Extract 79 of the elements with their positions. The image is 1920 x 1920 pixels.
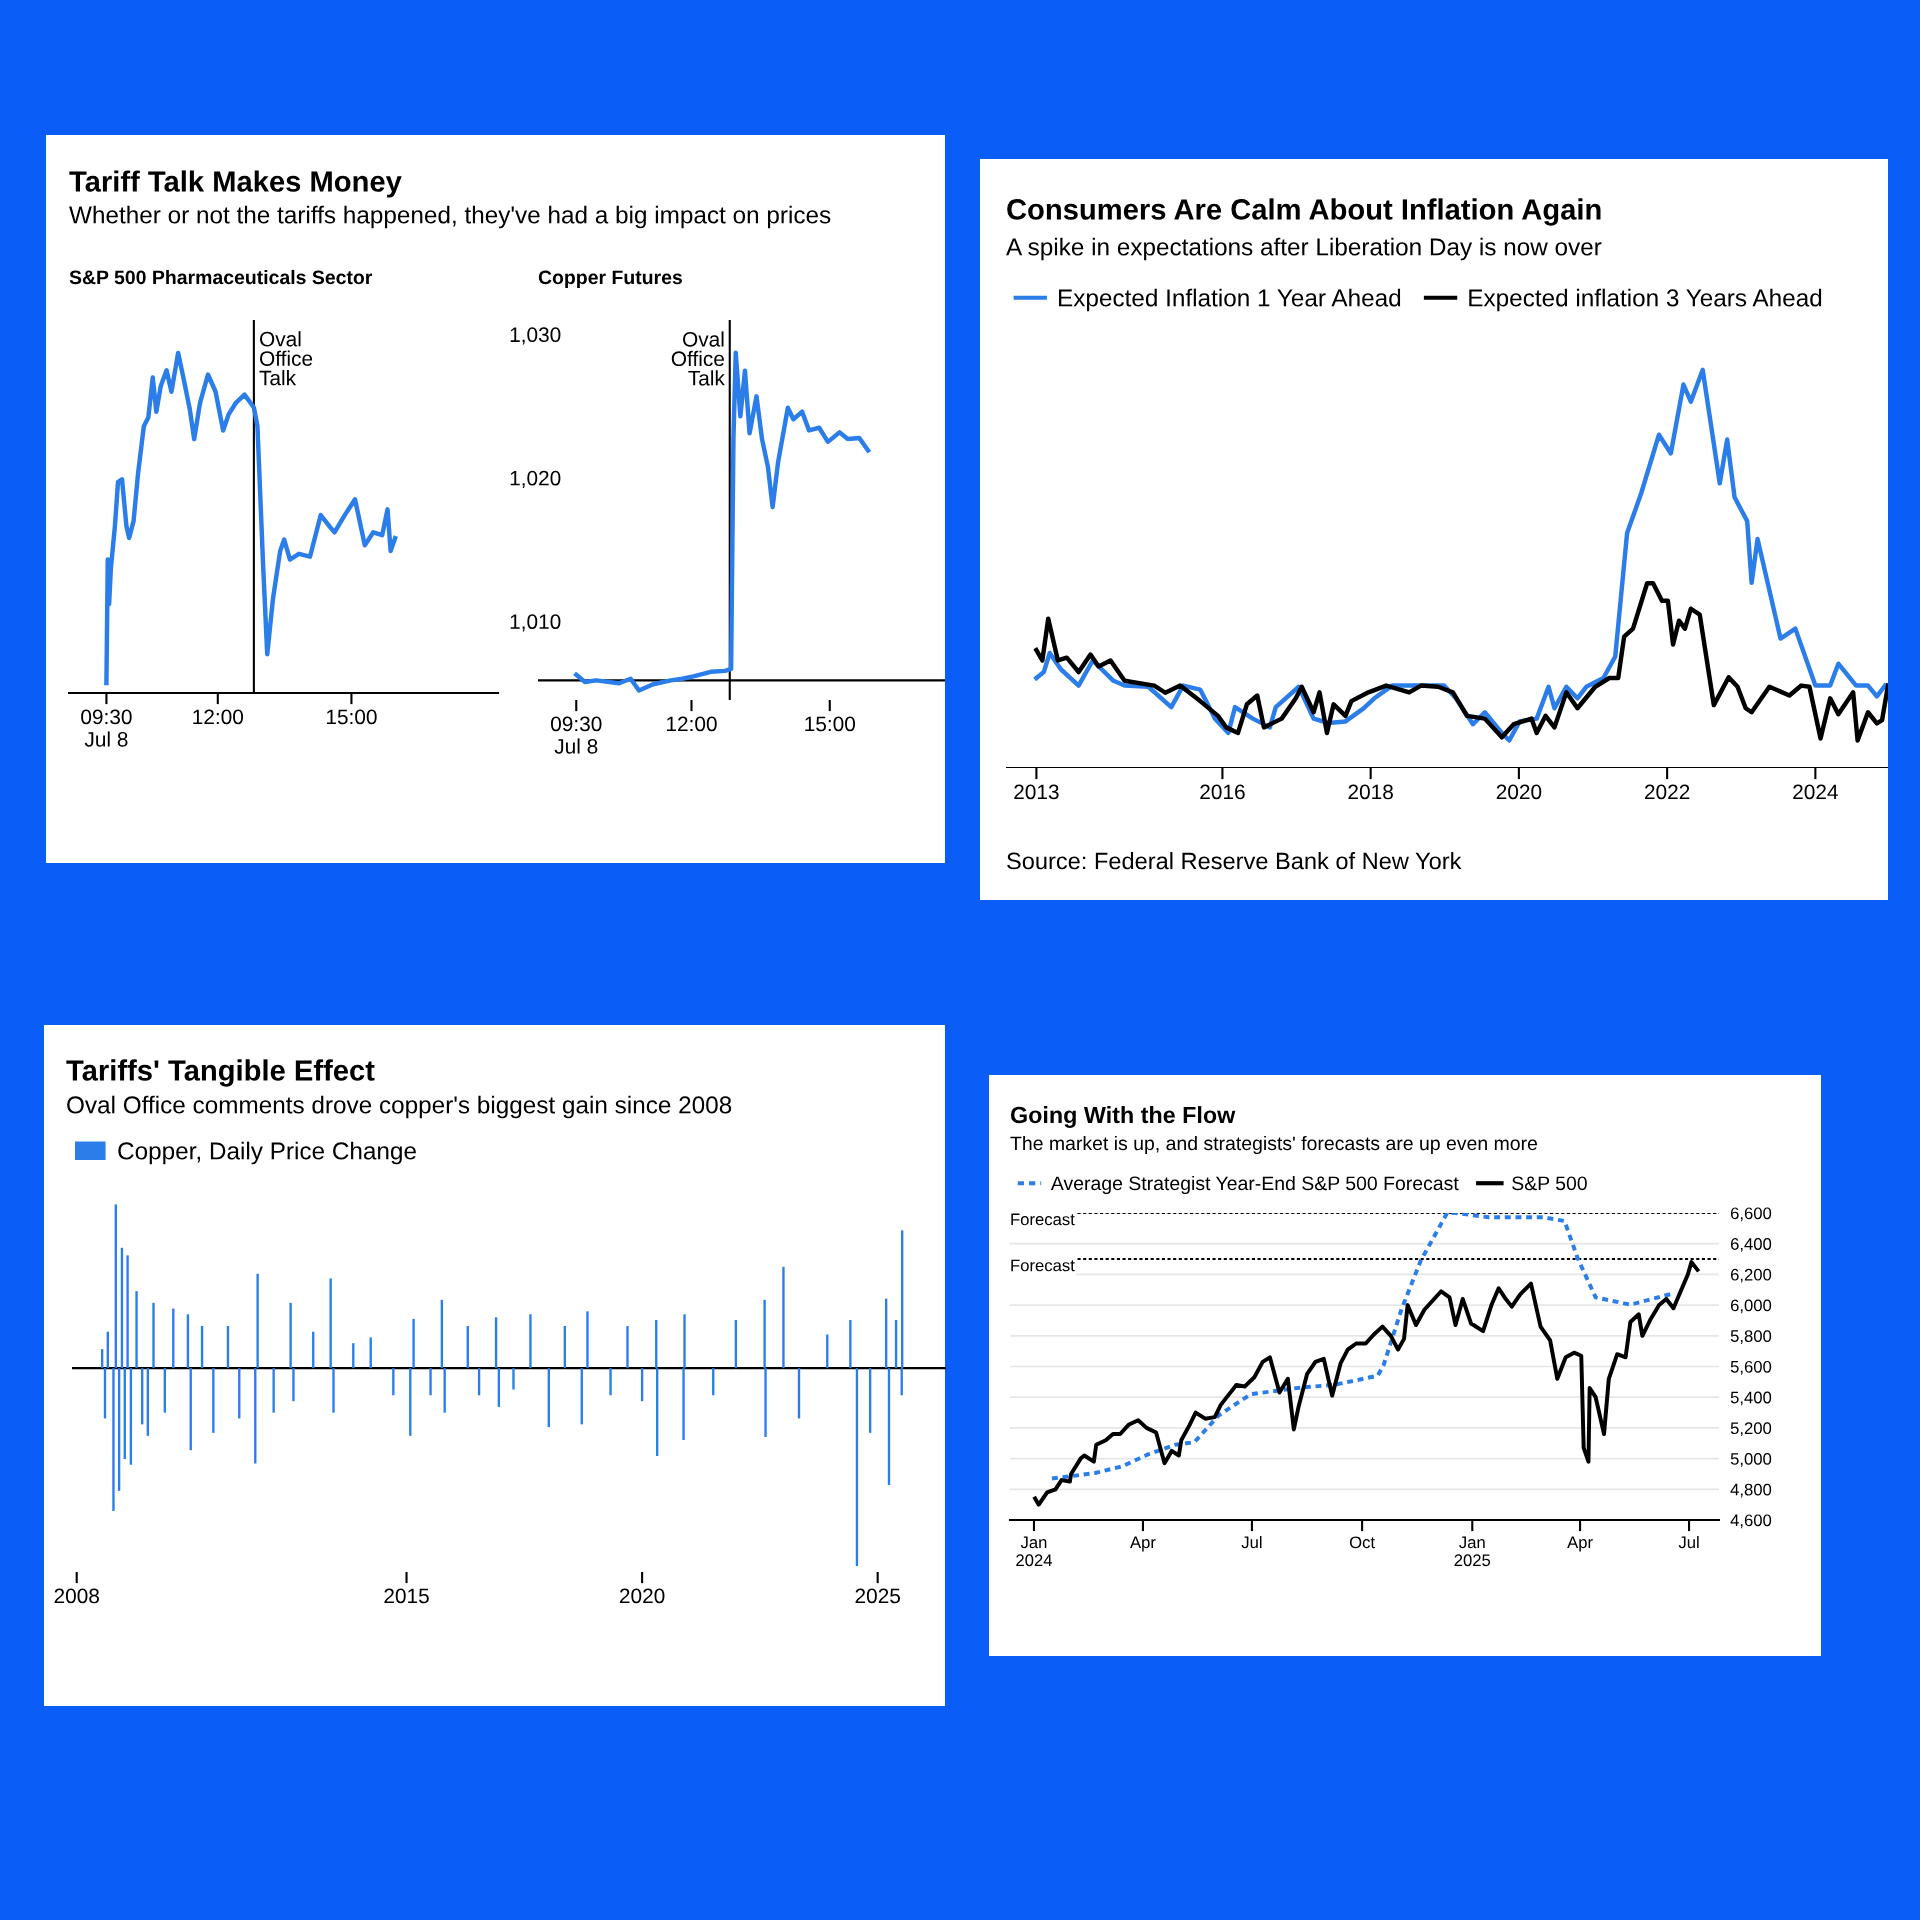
x-tick-label: Jan 2024 [1016,1536,1053,1567]
bar [135,1291,138,1369]
x-tick-label: Jan 2025 [1454,1536,1491,1567]
bar [126,1255,129,1369]
bar [782,1266,785,1369]
ref-line-label: Forecast [1011,1213,1075,1226]
chart-title: S&P 500 Pharmaceuticals Sector [69,269,373,285]
bar [332,1368,335,1413]
x-tick-label: 12:00 [667,716,717,732]
bar [292,1368,295,1402]
source-note: Source: Federal Reserve Bank of New York [1007,851,1462,870]
x-tick-label: 2015 [384,1588,429,1604]
bar [272,1368,275,1413]
y-tick-label: 5,000 [1730,1453,1772,1467]
text: Tariff Talk Makes Money [69,170,402,198]
x-tick-label: Apr [1567,1536,1593,1552]
chart-title: Consumers Are Calm About Inflation Again [1007,198,1601,226]
bar [152,1302,155,1369]
ref-line-label: Oval Office Talk [671,331,725,386]
x-tick-label: Oct [1349,1536,1375,1549]
y-tick-label: 6,400 [1730,1238,1772,1252]
x-tick-label: 2022 [1645,784,1690,800]
ref-line-label: Oval Office Talk [259,331,313,386]
x-tick-label: 2024 [1793,784,1838,800]
chart-title: Tariffs' Tangible Effect [66,1059,375,1087]
y-tick-label: 1,020 [510,470,561,489]
x-tick-label: Jul [1678,1535,1699,1549]
ref-line-label: Forecast [1011,1259,1075,1272]
x-tick-label: 2018 [1348,784,1393,800]
y-tick-label: 5,200 [1730,1422,1772,1437]
legend-label: Expected Inflation 1 Year Ahead [1059,288,1401,312]
y-tick-label: 6,000 [1730,1299,1772,1314]
bar [849,1320,852,1369]
x-tick-label: 2008 [54,1588,99,1604]
x-tick-label: Apr [1130,1536,1156,1552]
text: Whether or not the tariffs happened, they've had a big impact on prices [69,205,831,229]
y-tick-label: 5,800 [1730,1330,1772,1344]
y-tick-label: 5,600 [1730,1360,1772,1375]
bar [112,1368,115,1512]
bar [512,1368,515,1390]
x-tick-label: 2016 [1200,784,1245,800]
bar [412,1318,415,1369]
y-tick-label: 4,800 [1730,1483,1772,1498]
legend-label: S&P 500 [1512,1176,1587,1191]
y-tick-label: 1,030 [510,327,561,345]
x-tick-label: 2020 [619,1588,665,1604]
chart-title: Copper Futures [538,270,682,289]
x-tick-label: 15:00 [326,709,377,725]
chart-subtitle: The market is up, and strategists' forecasts are up even more [1010,1135,1538,1155]
chart-subtitle: Oval Office comments drove copper's biggest gain since 2008 [67,1095,732,1119]
x-tick-label: 09:30 Jul 8 [551,716,602,754]
bar [289,1302,292,1369]
bar [212,1368,215,1433]
bar [256,1273,259,1369]
x-tick-label: 2013 [1014,784,1059,800]
bar [586,1311,589,1369]
x-tick-label: Jul [1241,1535,1262,1549]
legend-label: Expected inflation 3 Years Ahead [1469,288,1822,312]
bar [529,1314,532,1369]
x-tick-label: 15:00 [805,716,856,732]
bar [392,1368,395,1396]
x-tick-label: 09:30 Jul 8 [81,709,132,747]
legend-label: Average Strategist Year-End S&P 500 Forecast [1050,1175,1459,1195]
bar [609,1368,612,1396]
x-tick-label: 2025 [855,1588,900,1604]
bar [626,1325,629,1369]
x-tick-label: 12:00 [193,709,244,725]
legend-label: Copper, Daily Price Change [118,1141,416,1165]
y-tick-label: 5,400 [1730,1391,1772,1406]
bar [329,1278,332,1369]
line-series [104,350,398,686]
y-tick-label: 6,600 [1730,1207,1772,1222]
bar [429,1368,432,1396]
y-tick-label: 6,200 [1730,1268,1772,1283]
chart-title: Going With the Flow [1010,1106,1236,1128]
y-tick-label: 1,010 [510,614,561,632]
x-tick-label: 2020 [1496,784,1542,800]
y-tick-label: 4,600 [1730,1514,1772,1529]
chart-subtitle: A spike in expectations after Liberation Day is now over [1006,237,1602,261]
